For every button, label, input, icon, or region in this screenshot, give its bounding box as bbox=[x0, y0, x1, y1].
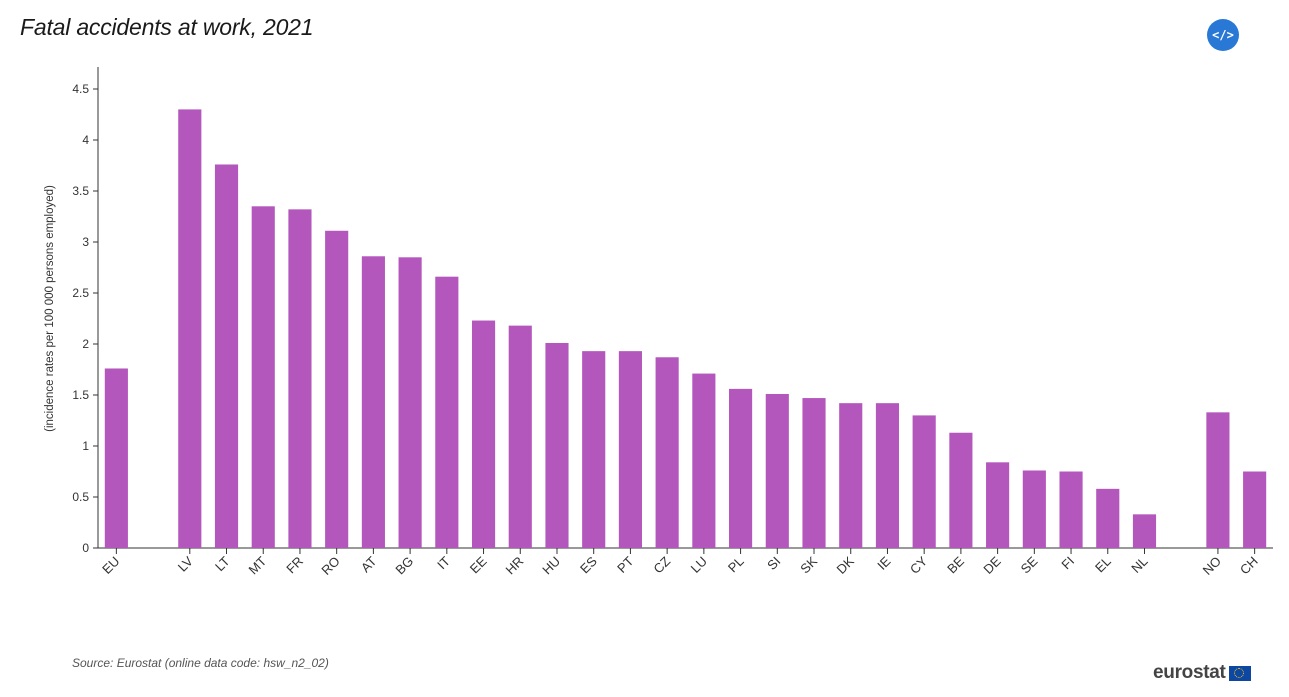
x-tick-label: PL bbox=[725, 554, 747, 576]
bar-ch bbox=[1243, 471, 1267, 548]
bar-cy bbox=[912, 415, 936, 548]
x-tick-label: NL bbox=[1128, 554, 1150, 576]
x-tick-label: CH bbox=[1237, 554, 1261, 578]
y-tick-label: 4 bbox=[82, 133, 89, 147]
bar-se bbox=[1022, 470, 1046, 548]
x-tick-label: ES bbox=[577, 553, 600, 576]
bar-pt bbox=[618, 351, 642, 548]
bar-ro bbox=[325, 230, 349, 548]
bar-de bbox=[986, 462, 1010, 548]
x-tick-label: EL bbox=[1092, 554, 1114, 576]
x-tick-label: MT bbox=[245, 553, 269, 577]
x-tick-label: DK bbox=[833, 553, 857, 577]
x-tick-label: IT bbox=[434, 553, 453, 572]
x-tick-label: SI bbox=[764, 554, 783, 573]
x-tick-label: RO bbox=[318, 554, 342, 578]
y-tick-label: 3.5 bbox=[72, 184, 89, 198]
bar-dk bbox=[839, 403, 863, 548]
bar-fi bbox=[1059, 471, 1083, 548]
y-tick-label: 4.5 bbox=[72, 82, 89, 96]
bar-ee bbox=[471, 320, 496, 548]
bar-es bbox=[582, 351, 606, 548]
x-tick-label: DE bbox=[980, 553, 1004, 577]
y-tick-label: 0.5 bbox=[72, 490, 89, 504]
x-tick-label: HR bbox=[503, 554, 527, 578]
bar-hr bbox=[508, 325, 532, 548]
bar-sk bbox=[802, 398, 826, 548]
x-tick-label: EU bbox=[99, 554, 122, 577]
bar-cz bbox=[655, 357, 679, 548]
embed-code-button[interactable]: </> bbox=[1207, 19, 1239, 51]
x-tick-label: LV bbox=[175, 553, 196, 574]
x-tick-label: SE bbox=[1018, 553, 1041, 576]
source-note: Source: Eurostat (online data code: hsw_… bbox=[72, 656, 329, 670]
bar-eu bbox=[104, 368, 128, 548]
bar-hu bbox=[545, 342, 569, 548]
x-tick-label: CZ bbox=[650, 553, 673, 576]
bar-nl bbox=[1132, 514, 1157, 548]
x-tick-label: NO bbox=[1200, 554, 1224, 578]
bar-lu bbox=[692, 373, 716, 548]
y-tick-label: 2.5 bbox=[72, 286, 89, 300]
bar-at bbox=[361, 256, 385, 548]
y-tick-label: 2 bbox=[82, 337, 89, 351]
logo-text: eurostat bbox=[1153, 662, 1226, 683]
x-tick-label: BE bbox=[944, 553, 967, 576]
bar-pl bbox=[729, 388, 753, 548]
x-tick-label: SK bbox=[797, 553, 820, 576]
x-tick-label: FR bbox=[283, 554, 306, 577]
y-tick-label: 1 bbox=[82, 439, 89, 453]
bar-no bbox=[1206, 412, 1230, 548]
bar-mt bbox=[251, 206, 275, 549]
x-tick-label: FI bbox=[1058, 554, 1077, 573]
x-tick-label: EE bbox=[467, 553, 490, 576]
y-axis-label: (incidence rates per 100 000 persons emp… bbox=[44, 185, 56, 432]
x-tick-label: AT bbox=[358, 553, 380, 575]
bar-fr bbox=[288, 209, 312, 549]
x-tick-label: HU bbox=[539, 554, 563, 578]
y-tick-label: 0 bbox=[82, 541, 89, 555]
bar-si bbox=[765, 393, 789, 548]
y-tick-label: 3 bbox=[82, 235, 89, 249]
x-tick-label: PT bbox=[614, 553, 636, 575]
bar-be bbox=[949, 432, 973, 548]
bar-el bbox=[1096, 488, 1120, 548]
x-tick-label: BG bbox=[392, 554, 416, 578]
x-tick-label: CY bbox=[907, 553, 931, 577]
x-tick-label: LU bbox=[688, 554, 710, 576]
bar-chart: 0 0.5 1 1.5 2 2.5 3 3.5 4 4.5 (incidence rates per… bbox=[44, 67, 1273, 578]
bar-it bbox=[435, 276, 459, 548]
y-tick-label: 1.5 bbox=[72, 388, 89, 402]
eurostat-logo[interactable]: eurostat bbox=[1153, 662, 1251, 684]
x-tick-label: IE bbox=[874, 553, 894, 573]
bar-lt bbox=[214, 164, 239, 549]
bar-ie bbox=[875, 403, 900, 548]
x-tick-label: LT bbox=[212, 553, 233, 574]
bar-lv bbox=[178, 109, 202, 549]
eu-flag-icon bbox=[1228, 665, 1251, 681]
chart-title: Fatal accidents at work, 2021 bbox=[20, 14, 314, 40]
bar-bg bbox=[398, 257, 422, 548]
code-icon: </> bbox=[1212, 28, 1234, 42]
